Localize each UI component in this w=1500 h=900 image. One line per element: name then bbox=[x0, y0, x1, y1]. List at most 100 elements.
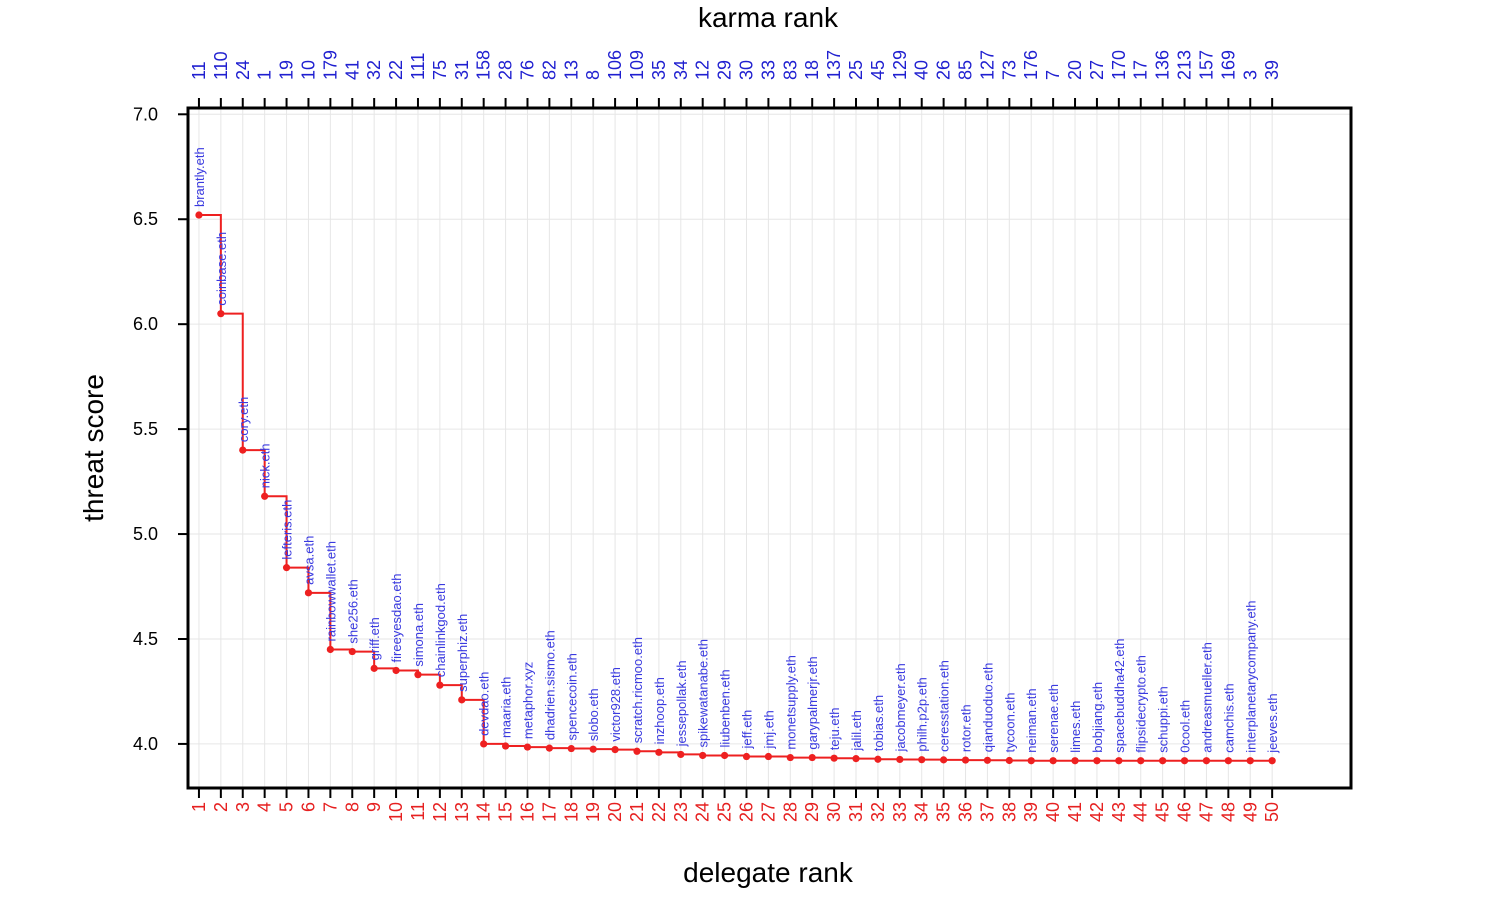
data-point bbox=[195, 211, 203, 219]
karma-rank-label: 41 bbox=[342, 60, 362, 80]
grid bbox=[188, 108, 1351, 788]
karma-rank-label: 24 bbox=[233, 60, 253, 80]
data-point bbox=[304, 589, 313, 597]
karma-rank-label: 76 bbox=[517, 60, 537, 80]
delegate-rank-label: 41 bbox=[1065, 802, 1085, 822]
point-label: lefteris.eth bbox=[280, 500, 295, 560]
point-label: andreasmueller.eth bbox=[1199, 642, 1214, 753]
data-point bbox=[655, 748, 663, 756]
data-point bbox=[742, 752, 751, 761]
delegate-rank-label: 32 bbox=[868, 802, 888, 822]
data-point bbox=[764, 752, 773, 761]
data-point bbox=[611, 745, 619, 754]
point-label: jalil.eth bbox=[849, 710, 864, 751]
point-label: bobjiang.eth bbox=[1090, 682, 1105, 753]
point-label: neiman.eth bbox=[1024, 688, 1039, 752]
data-point bbox=[348, 647, 356, 656]
point-label: jmj.eth bbox=[761, 710, 776, 749]
delegate-rank-label: 44 bbox=[1131, 802, 1151, 822]
karma-rank-label: 39 bbox=[1262, 60, 1282, 80]
data-point bbox=[392, 666, 400, 675]
delegate-rank-label: 27 bbox=[758, 802, 778, 822]
point-label: philh.p2p.eth bbox=[915, 677, 930, 751]
karma-rank-label: 137 bbox=[824, 50, 844, 80]
delegate-rank-label: 31 bbox=[846, 802, 866, 822]
delegate-rank-label: 11 bbox=[408, 802, 428, 821]
delegate-rank-label: 17 bbox=[539, 802, 559, 822]
karma-rank-label: 3 bbox=[1240, 70, 1260, 80]
karma-rank-label: 169 bbox=[1218, 50, 1238, 80]
data-point bbox=[1005, 756, 1013, 765]
data-point bbox=[1224, 757, 1232, 765]
data-point bbox=[414, 671, 422, 679]
karma-rank-label: 213 bbox=[1175, 50, 1195, 80]
data-point bbox=[1268, 757, 1276, 765]
point-label: scratch.ricmoo.eth bbox=[630, 637, 645, 743]
data-point bbox=[523, 743, 532, 751]
point-label: spencecoin.eth bbox=[564, 653, 579, 740]
delegate-rank-label: 8 bbox=[342, 802, 362, 812]
delegate-rank-label: 49 bbox=[1240, 802, 1260, 822]
karma-rank-label: 20 bbox=[1065, 60, 1085, 80]
karma-rank-label: 82 bbox=[539, 60, 559, 80]
top-axis-title: karma rank bbox=[698, 2, 839, 33]
data-point bbox=[239, 446, 247, 454]
data-point bbox=[1137, 757, 1145, 765]
karma-rank-label: 73 bbox=[999, 60, 1019, 80]
delegate-rank-label: 43 bbox=[1109, 802, 1129, 822]
karma-rank-label: 27 bbox=[1087, 60, 1107, 80]
delegate-rank-label: 47 bbox=[1196, 802, 1216, 822]
x-axis-title: delegate rank bbox=[683, 857, 854, 888]
karma-rank-label: 75 bbox=[430, 60, 450, 80]
karma-rank-label: 13 bbox=[561, 60, 581, 80]
point-label: fireeyesdao.eth bbox=[389, 574, 404, 663]
karma-rank-label: 29 bbox=[715, 60, 735, 80]
data-point bbox=[896, 755, 904, 764]
data-point bbox=[830, 754, 838, 762]
delegate-rank-label: 14 bbox=[474, 802, 494, 822]
karma-rank-label: 8 bbox=[583, 70, 603, 80]
data-point bbox=[1180, 757, 1189, 765]
karma-rank-label: 28 bbox=[496, 60, 516, 80]
data-point bbox=[1246, 757, 1254, 765]
data-point bbox=[458, 696, 466, 704]
data-point bbox=[699, 751, 707, 760]
point-label: camchis.eth bbox=[1221, 683, 1236, 752]
point-label: rainbowwallet.eth bbox=[323, 541, 338, 641]
point-label: tobias.eth bbox=[871, 695, 886, 751]
data-point bbox=[217, 310, 225, 318]
delegate-rank-label: 42 bbox=[1087, 802, 1107, 822]
karma-rank-label: 136 bbox=[1153, 50, 1173, 80]
data-point bbox=[589, 745, 597, 753]
delegate-rank-label: 45 bbox=[1153, 802, 1173, 822]
point-label: cory.eth bbox=[236, 397, 251, 442]
karma-rank-label: 11 bbox=[189, 61, 209, 80]
point-label: serenae.eth bbox=[1046, 684, 1061, 753]
point-label: teju.eth bbox=[827, 708, 842, 751]
delegate-rank-label: 13 bbox=[452, 802, 472, 822]
data-point bbox=[786, 753, 794, 762]
point-label: garypalmerjr.eth bbox=[805, 656, 820, 749]
karma-rank-label: 40 bbox=[912, 60, 932, 80]
delegate-rank-label: 18 bbox=[561, 802, 581, 822]
data-point bbox=[918, 756, 926, 764]
delegate-rank-label: 10 bbox=[386, 802, 406, 822]
data-point bbox=[1071, 757, 1079, 765]
karma-rank-label: 33 bbox=[758, 60, 778, 80]
karma-rank-label: 176 bbox=[1021, 50, 1041, 80]
data-point bbox=[721, 751, 729, 760]
delegate-rank-label: 21 bbox=[627, 802, 647, 822]
delegate-rank-label: 36 bbox=[956, 802, 976, 822]
point-label: nick.eth bbox=[258, 443, 273, 488]
delegate-rank-label: 35 bbox=[934, 802, 954, 822]
data-point bbox=[983, 756, 992, 764]
point-label: limes.eth bbox=[1068, 701, 1083, 753]
karma-rank-label: 158 bbox=[474, 50, 494, 80]
delegate-rank-label: 16 bbox=[517, 802, 537, 822]
y-axis-title: threat score bbox=[78, 374, 109, 522]
karma-rank-label: 83 bbox=[780, 60, 800, 80]
delegate-rank-label: 50 bbox=[1262, 802, 1282, 822]
karma-rank-label: 32 bbox=[364, 60, 384, 80]
data-point bbox=[436, 681, 444, 689]
